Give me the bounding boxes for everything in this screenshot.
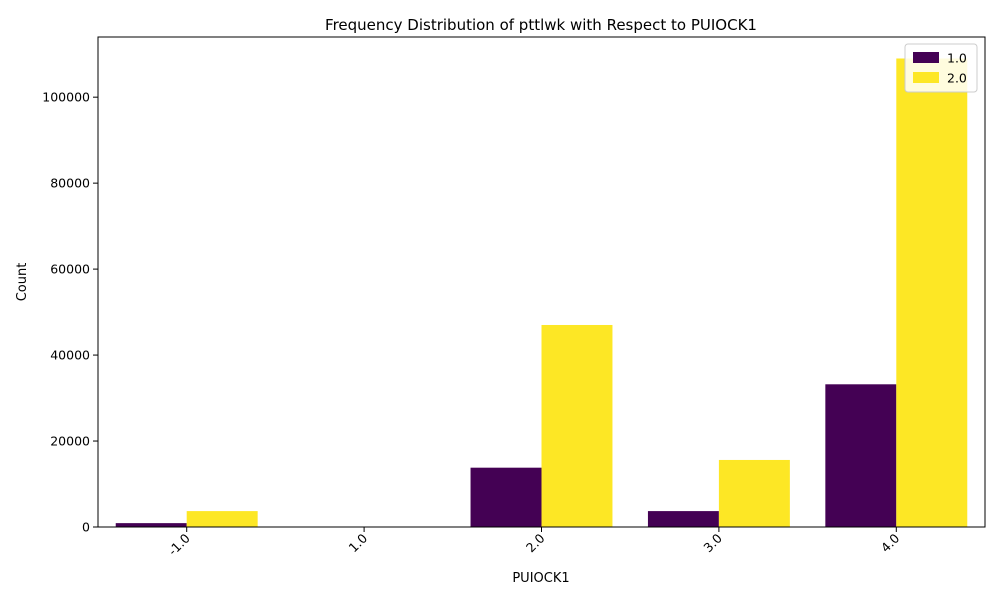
y-tick-label: 60000 — [50, 262, 90, 277]
legend: 1.02.0 — [904, 43, 978, 93]
bar-2.0-4.0 — [896, 58, 968, 528]
legend-label-2.0: 2.0 — [947, 71, 967, 86]
y-axis-label: Count — [15, 263, 30, 302]
x-tick-label: 3.0 — [700, 530, 725, 555]
plot-frame — [97, 36, 986, 528]
bar-1.0--1.0 — [115, 523, 187, 527]
bar-1.0-2.0 — [470, 467, 542, 527]
y-tick-label: 20000 — [50, 434, 90, 449]
y-tick-label: 40000 — [50, 348, 90, 363]
legend-swatch-2.0 — [913, 72, 939, 83]
legend-swatch-1.0 — [913, 52, 939, 63]
y-tick-label: 0 — [82, 520, 90, 535]
x-tick-label: 2.0 — [523, 530, 548, 555]
bar-1.0-3.0 — [647, 511, 719, 527]
x-tick-label: 1.0 — [346, 530, 371, 555]
bar-2.0-2.0 — [541, 324, 613, 527]
bar-2.0--1.0 — [186, 511, 258, 527]
x-axis-label: PUIOCK1 — [512, 571, 569, 586]
bars-group — [115, 58, 968, 528]
bar-2.0-3.0 — [718, 459, 790, 527]
x-tick-label: 4.0 — [878, 530, 903, 555]
y-tick-label: 100000 — [42, 90, 90, 105]
legend-label-1.0: 1.0 — [947, 51, 967, 66]
bar-1.0-4.0 — [825, 384, 897, 527]
chart-title: Frequency Distribution of pttlwk with Re… — [325, 16, 757, 34]
x-axis: -1.0 1.0 2.0 3.0 4.0 — [165, 527, 902, 558]
x-tick-label: -1.0 — [165, 530, 193, 558]
y-tick-label: 80000 — [50, 176, 90, 191]
y-axis: 0 20000 40000 60000 80000 100000 — [42, 90, 98, 535]
